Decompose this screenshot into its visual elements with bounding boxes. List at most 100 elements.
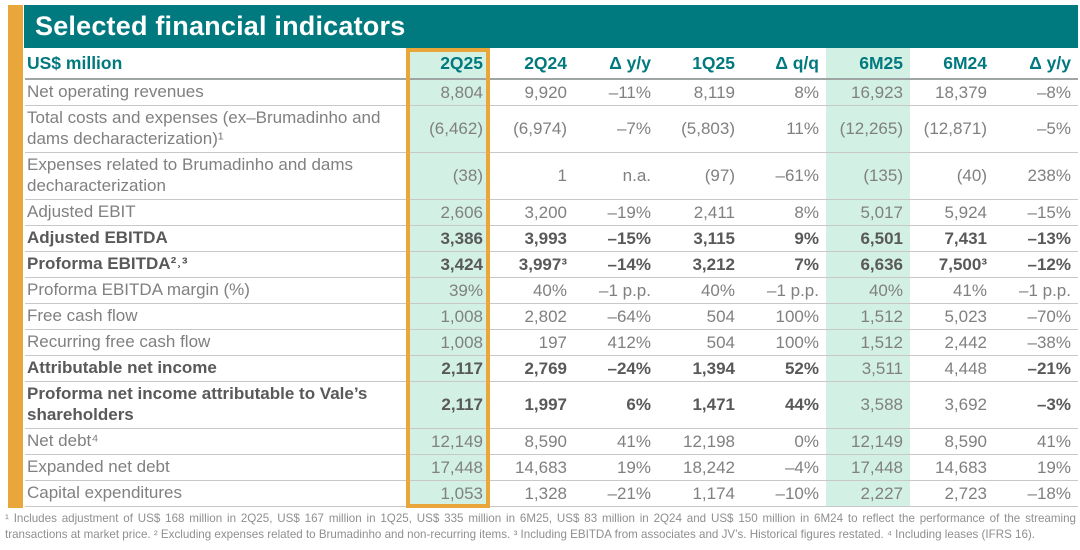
column-header-6: 6M24 [943,52,987,73]
row-value: 12,149 [826,429,910,454]
row-value: 8,590 [944,431,987,451]
row-value: 504 [706,332,735,352]
row-value: 40% [700,280,735,300]
row-value: 2,606 [406,200,490,225]
row-value: –1 p.p. [767,280,819,300]
table-header-row: US$ million 2Q25 2Q24 Δ y/y 1Q25 Δ q/q 6M25 6M… [25,48,1078,80]
row-label: Proforma EBITDA²˒³ [27,254,188,274]
row-value: –15% [607,228,651,248]
row-value: 3,115 [693,228,735,248]
table-row: Total costs and expenses (ex–Brumadinho … [25,106,1078,153]
unit-label: US$ million [27,52,123,73]
row-value: 41% [952,280,987,300]
row-value: 2,117 [406,382,490,428]
row-value: 1,512 [826,330,910,355]
row-label: Free cash flow [27,306,138,326]
row-value: –15% [1027,202,1071,222]
row-value: 7,500³ [938,254,987,274]
table-row: Expenses related to Brumadinho and dams … [25,153,1078,200]
row-value: 3,200 [524,202,567,222]
row-value: 12,149 [406,429,490,454]
page-title: Selected financial indicators [24,5,1078,48]
row-value: 14,683 [515,457,567,477]
row-value: –12% [1027,254,1071,274]
row-value: (40) [956,166,987,185]
row-value: –24% [607,358,651,378]
left-accent-strip [8,5,23,508]
row-value: 6,636 [826,252,910,277]
row-value: 19% [616,457,651,477]
row-value: –4% [784,457,819,477]
row-value: 6,501 [826,226,910,251]
row-value: 9,920 [524,82,567,102]
row-value: 41% [1036,431,1071,451]
row-label: Adjusted EBITDA [27,228,168,248]
row-value: 1 [557,166,567,185]
table-row: Adjusted EBIT 2,606 3,200 –19% 2,411 8% 5,017 5… [25,200,1078,226]
row-label: Expanded net debt [27,457,170,477]
row-label: Expenses related to Brumadinho and dams … [27,155,354,195]
row-value: 39% [406,278,490,303]
table-row: Expanded net debt 17,448 14,683 19% 18,242 –4… [25,455,1078,481]
row-value: –64% [607,306,651,326]
row-value: 18,379 [935,82,987,102]
row-value: 1,997 [524,395,567,414]
row-value: 2,802 [524,306,567,326]
row-value: 7,431 [944,228,987,248]
row-value: 1,008 [406,304,490,329]
row-value: (12,265) [826,106,910,152]
row-label: Attributable net income [27,358,217,378]
row-label: Capital expenditures [27,483,182,503]
row-value: –5% [1036,119,1071,138]
row-value: (6,974) [513,119,567,138]
row-value: (12,871) [923,119,987,138]
row-value: 4,448 [944,358,987,378]
row-value: 1,053 [406,481,490,506]
row-value: 40% [826,278,910,303]
row-value: 1,394 [692,358,735,378]
row-value: 3,212 [692,254,735,274]
row-value: (5,803) [681,119,735,138]
table-row: Recurring free cash flow 1,008 197 412% 504 1… [25,330,1078,356]
row-value: 1,174 [692,483,735,503]
row-value: 100% [775,306,819,326]
row-value: 5,023 [944,306,987,326]
row-value: 9% [794,228,819,248]
row-value: 1,328 [524,483,567,503]
row-value: –14% [607,254,651,274]
row-value: 41% [616,431,651,451]
column-header-2: Δ y/y [609,52,651,73]
row-value: 3,588 [826,382,910,428]
row-value: 40% [532,280,567,300]
row-value: 5,924 [944,202,987,222]
row-value: 8,119 [693,82,735,102]
row-value: n.a. [622,166,651,185]
table-row: Proforma EBITDA²˒³ 3,424 3,997³ –14% 3,212 7%… [25,252,1078,278]
row-value: –21% [1027,358,1071,378]
row-value: 8,804 [406,80,490,105]
row-value: –1 p.p. [599,280,651,300]
row-value: (97) [704,166,735,185]
row-value: 11% [786,119,819,138]
row-label: Proforma EBITDA margin (%) [27,280,250,300]
row-value: 2,442 [944,332,987,352]
row-value: –11% [608,82,651,102]
row-value: 19% [1036,457,1071,477]
row-value: 2,227 [826,481,910,506]
row-value: 17,448 [826,455,910,480]
row-label: Total costs and expenses (ex–Brumadinho … [27,108,381,148]
row-value: –1 p.p. [1019,280,1071,300]
table-row: Adjusted EBITDA 3,386 3,993 –15% 3,115 9% 6,50… [25,226,1078,252]
row-value: 12,198 [683,431,735,451]
row-value: 2,769 [524,358,567,378]
row-value: 1,471 [692,395,735,414]
row-label: Net debt⁴ [27,431,99,451]
column-header-7: Δ y/y [1029,52,1071,73]
column-header-3: 1Q25 [692,52,735,73]
row-value: 7% [794,254,819,274]
row-label: Adjusted EBIT [27,202,136,222]
table-row: Net debt⁴ 12,149 8,590 41% 12,198 0% 12,149 8,5… [25,429,1078,455]
row-value: 16,923 [826,80,910,105]
row-value: 3,424 [406,252,490,277]
